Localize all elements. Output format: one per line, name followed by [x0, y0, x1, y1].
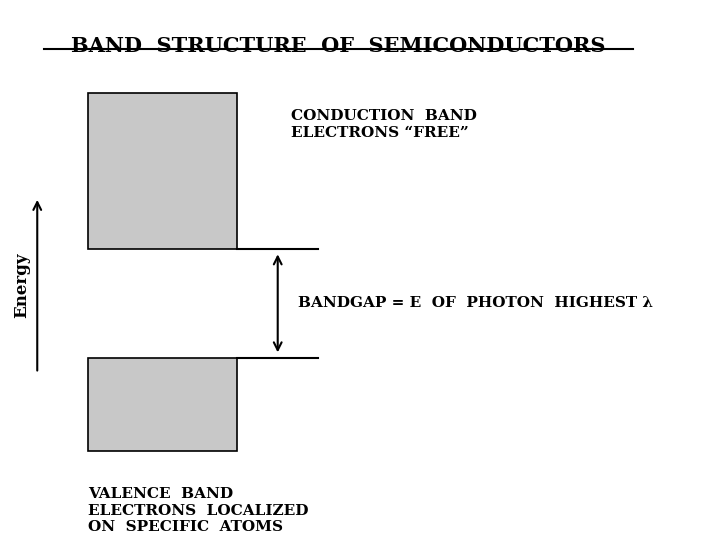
Text: BAND  STRUCTURE  OF  SEMICONDUCTORS: BAND STRUCTURE OF SEMICONDUCTORS — [71, 36, 606, 56]
Text: CONDUCTION  BAND
ELECTRONS “FREE”: CONDUCTION BAND ELECTRONS “FREE” — [292, 110, 477, 139]
Bar — [88, 358, 237, 451]
Text: VALENCE  BAND
ELECTRONS  LOCALIZED
ON  SPECIFIC  ATOMS: VALENCE BAND ELECTRONS LOCALIZED ON SPEC… — [88, 488, 309, 534]
Text: BANDGAP = E  OF  PHOTON  HIGHEST λ: BANDGAP = E OF PHOTON HIGHEST λ — [298, 296, 653, 310]
Text: Energy: Energy — [13, 253, 30, 318]
Bar — [88, 93, 237, 249]
